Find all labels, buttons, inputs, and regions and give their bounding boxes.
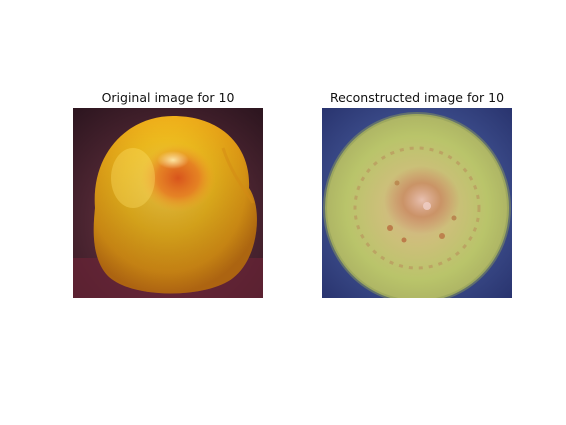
reconstructed-panel: Reconstructed image for 10: [322, 88, 512, 298]
original-peach-image: [73, 108, 263, 298]
reconstructed-title: Reconstructed image for 10: [329, 90, 505, 105]
original-title: Original image for 10: [101, 90, 235, 105]
original-panel: Original image for 10: [73, 88, 263, 298]
reconstructed-peach-image: [322, 108, 512, 298]
